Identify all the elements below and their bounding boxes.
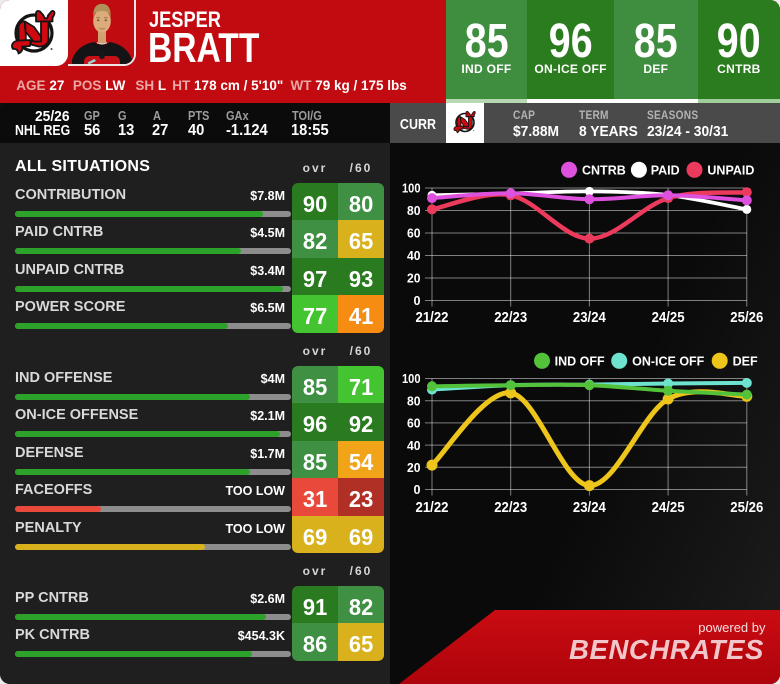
svg-text:100: 100 [402,371,421,386]
svg-text:DEF: DEF [733,354,758,368]
svg-text:0: 0 [414,482,421,497]
svg-text:PAID: PAID [651,163,680,177]
svg-text:24/25: 24/25 [652,499,685,516]
svg-text:24/25: 24/25 [652,309,685,326]
svg-text:23/24: 23/24 [573,499,607,516]
svg-text:22/23: 22/23 [494,309,527,326]
svg-text:20: 20 [407,460,421,475]
svg-text:80: 80 [407,393,421,408]
svg-text:20: 20 [407,271,421,286]
svg-text:60: 60 [407,226,421,241]
svg-text:0: 0 [414,293,421,308]
svg-text:22/23: 22/23 [494,499,527,516]
svg-text:21/22: 21/22 [416,499,449,516]
svg-text:100: 100 [402,181,421,196]
svg-text:UNPAID: UNPAID [707,163,754,177]
svg-text:40: 40 [407,438,421,453]
svg-text:60: 60 [407,416,421,431]
svg-text:25/26: 25/26 [730,499,763,516]
svg-text:23/24: 23/24 [573,309,607,326]
svg-text:40: 40 [407,248,421,263]
svg-text:CNTRB: CNTRB [582,163,626,177]
svg-text:21/22: 21/22 [416,309,449,326]
svg-text:80: 80 [407,203,421,218]
svg-text:IND OFF: IND OFF [555,354,605,368]
svg-text:25/26: 25/26 [730,309,763,326]
svg-text:ON-ICE OFF: ON-ICE OFF [632,354,705,368]
